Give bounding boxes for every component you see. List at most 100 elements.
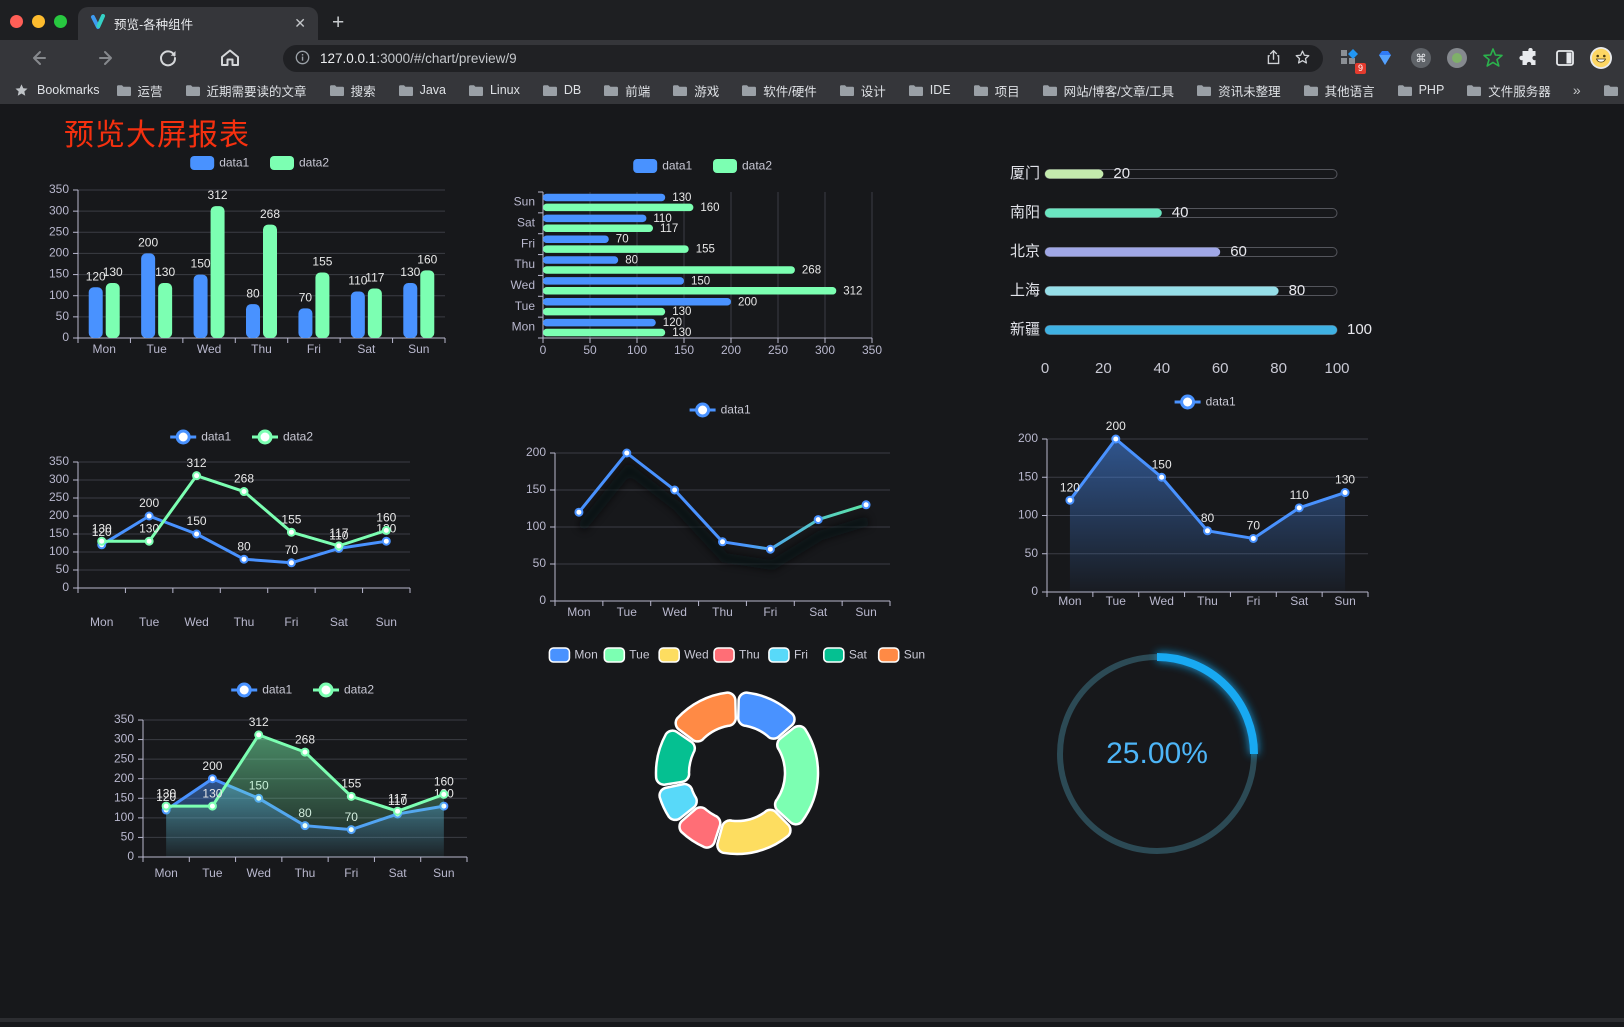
svg-text:Sun: Sun xyxy=(376,615,397,629)
bookmarks-root-label[interactable]: Bookmarks xyxy=(37,83,100,97)
tab-close-icon[interactable]: ✕ xyxy=(294,15,306,31)
green-star-extension-icon[interactable] xyxy=(1480,45,1506,71)
svg-text:50: 50 xyxy=(533,556,547,570)
svg-text:Wed: Wed xyxy=(662,605,686,619)
svg-text:50: 50 xyxy=(56,562,70,576)
svg-text:200: 200 xyxy=(202,759,222,773)
bookmark-folder[interactable]: IDE xyxy=(908,83,951,97)
svg-text:160: 160 xyxy=(700,202,719,214)
svg-text:117: 117 xyxy=(660,223,678,235)
svg-text:Mon: Mon xyxy=(574,648,597,662)
c6-svg: data1 0 50 100 150 200 Mon Tue Wed Thu Fri Sat Sun 12… xyxy=(1018,394,1369,608)
minimize-window-button[interactable] xyxy=(32,15,45,28)
svg-text:130: 130 xyxy=(92,521,112,535)
svg-text:40: 40 xyxy=(1153,360,1170,377)
svg-text:150: 150 xyxy=(187,514,207,528)
svg-text:Mon: Mon xyxy=(90,615,113,629)
two-series-area-chart: data1 data2 0 50 100 150 200 250 300 350 Mon Tue Wed… xyxy=(95,676,510,891)
svg-text:150: 150 xyxy=(191,257,211,271)
bookmark-folder-label: Linux xyxy=(489,83,520,97)
svg-text:20: 20 xyxy=(1095,360,1112,377)
svg-text:268: 268 xyxy=(260,207,280,221)
svg-text:300: 300 xyxy=(114,732,134,746)
bookmark-folder[interactable]: 近期需要读的文章 xyxy=(185,81,307,100)
side-panel-icon[interactable] xyxy=(1552,45,1578,71)
svg-text:300: 300 xyxy=(815,343,835,357)
svg-text:350: 350 xyxy=(114,712,134,726)
svg-text:100: 100 xyxy=(1324,360,1349,377)
svg-text:Fri: Fri xyxy=(344,866,358,880)
bookmarks-overflow-chevron[interactable]: » xyxy=(1572,82,1581,98)
c9-svg: 25.00% xyxy=(1057,652,1259,854)
extension-icons: 9 ⌘ xyxy=(1336,45,1624,74)
svg-text:50: 50 xyxy=(121,830,135,844)
svg-text:北京: 北京 xyxy=(1010,243,1040,260)
extensions-puzzle-icon[interactable] xyxy=(1516,45,1542,71)
bookmark-folder[interactable]: 软件/硬件 xyxy=(741,81,817,100)
bookmark-folder[interactable]: 搜索 xyxy=(329,81,376,100)
bookmark-folder[interactable]: 运营 xyxy=(116,81,163,100)
bookmark-folder[interactable]: PHP xyxy=(1397,83,1444,97)
svg-text:Sat: Sat xyxy=(1290,594,1309,608)
svg-text:150: 150 xyxy=(1152,457,1172,471)
bookmark-folder[interactable]: 前端 xyxy=(603,81,650,100)
svg-text:25.00%: 25.00% xyxy=(1106,737,1208,770)
svg-text:110: 110 xyxy=(329,529,348,543)
maximize-window-button[interactable] xyxy=(54,15,67,28)
svg-text:130: 130 xyxy=(103,265,123,279)
svg-text:Thu: Thu xyxy=(234,615,255,629)
svg-text:120: 120 xyxy=(156,790,176,804)
url-path: :3000/#/chart/preview/9 xyxy=(376,51,517,66)
svg-text:Sun: Sun xyxy=(433,866,454,880)
home-button[interactable] xyxy=(218,46,242,70)
reload-button[interactable] xyxy=(156,46,180,70)
bookmark-folder[interactable]: Java xyxy=(398,83,446,97)
share-icon[interactable] xyxy=(1265,49,1282,69)
svg-text:Sat: Sat xyxy=(357,342,376,356)
bookmark-folder[interactable]: DB xyxy=(542,83,581,97)
svg-text:200: 200 xyxy=(721,343,741,357)
svg-text:80: 80 xyxy=(625,255,638,267)
bookmark-folder[interactable]: 游戏 xyxy=(672,81,719,100)
svg-text:data1: data1 xyxy=(201,430,231,444)
bookmark-folder[interactable]: 项目 xyxy=(973,81,1020,100)
svg-text:120: 120 xyxy=(663,317,682,329)
bookmark-folder[interactable]: 其他语言 xyxy=(1303,81,1375,100)
forward-button[interactable] xyxy=(95,46,119,70)
svg-text:50: 50 xyxy=(583,343,597,357)
bookmark-star-icon[interactable] xyxy=(1294,49,1311,69)
extension-grid-icon[interactable]: 9 xyxy=(1336,45,1366,74)
back-button[interactable] xyxy=(26,46,50,70)
command-extension-icon[interactable]: ⌘ xyxy=(1408,45,1434,71)
gauge-chart: 25.00% xyxy=(1050,649,1265,864)
c2-svg: data1 data2 0 50 100 150 200 250 300 350 Sun 130 160… xyxy=(511,159,883,358)
svg-text:Thu: Thu xyxy=(251,342,272,356)
other-bookmarks-folder[interactable]: 其他书签 xyxy=(1603,81,1624,100)
progress-bar-chart: 厦门 20 南阳 40 北京 60 上海 80 新疆 100 0 20 40 60 80 100 xyxy=(1000,152,1385,387)
site-info-icon[interactable] xyxy=(295,50,310,68)
bookmark-folder[interactable]: 设计 xyxy=(839,81,886,100)
profile-avatar[interactable] xyxy=(1588,45,1614,71)
svg-text:0: 0 xyxy=(62,330,69,344)
bookmarks-star-icon[interactable] xyxy=(14,83,29,98)
browser-tab[interactable]: 预览-各种组件 ✕ xyxy=(78,7,318,40)
svg-text:Sat: Sat xyxy=(517,215,536,229)
recorder-extension-icon[interactable] xyxy=(1444,45,1470,71)
bookmark-folder-label: DB xyxy=(563,83,582,97)
svg-text:268: 268 xyxy=(295,732,315,746)
new-tab-button[interactable]: + xyxy=(332,11,345,34)
bookmark-folder[interactable]: 文件服务器 xyxy=(1466,81,1551,100)
svg-text:150: 150 xyxy=(49,267,69,281)
svg-text:Wed: Wed xyxy=(246,866,270,880)
address-bar[interactable]: 127.0.0.1:3000/#/chart/preview/9 xyxy=(283,45,1323,72)
svg-text:130: 130 xyxy=(672,192,691,204)
bookmark-folder[interactable]: 资讯未整理 xyxy=(1196,81,1281,100)
svg-text:Tue: Tue xyxy=(617,605,638,619)
close-window-button[interactable] xyxy=(10,15,23,28)
gem-extension-icon[interactable] xyxy=(1372,45,1398,71)
bookmark-folder[interactable]: 网站/博客/文章/工具 xyxy=(1042,81,1174,100)
bookmark-folder[interactable]: Linux xyxy=(468,83,520,97)
svg-text:200: 200 xyxy=(526,445,546,459)
svg-text:155: 155 xyxy=(696,244,715,256)
svg-text:0: 0 xyxy=(62,580,69,594)
